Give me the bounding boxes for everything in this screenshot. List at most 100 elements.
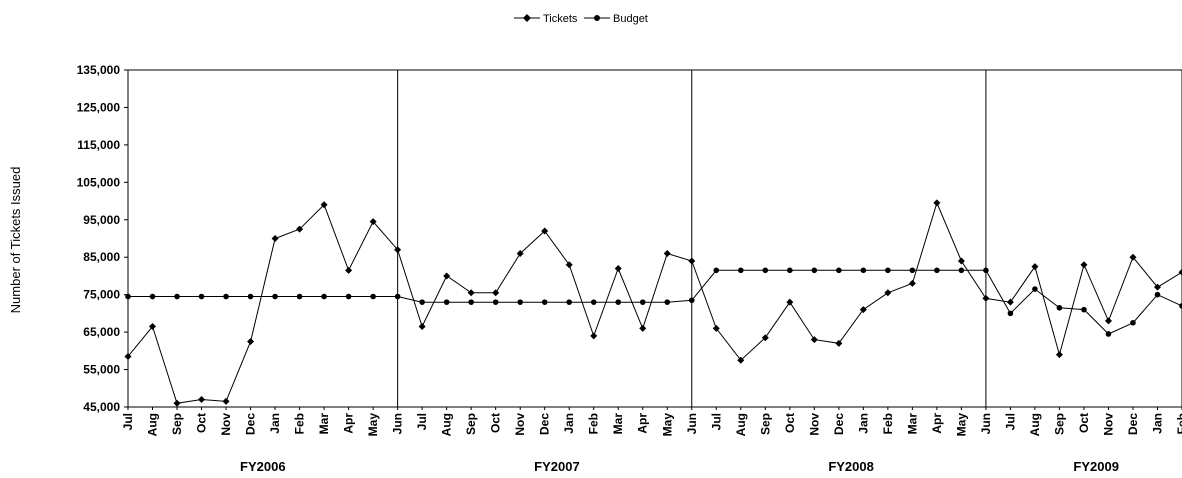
budget-point	[1154, 291, 1161, 298]
tickets-point	[124, 352, 132, 360]
tickets-point	[565, 261, 573, 269]
x-tick-label: Jun	[391, 413, 405, 434]
tickets-point	[1006, 298, 1014, 306]
budget-point	[394, 293, 401, 300]
tickets-point	[492, 289, 500, 297]
tickets-point	[516, 249, 524, 257]
x-tick-label: Oct	[1077, 413, 1091, 433]
tickets-point	[1178, 268, 1182, 276]
tickets-point	[761, 334, 769, 342]
budget-point	[468, 299, 474, 305]
tickets-point	[198, 396, 206, 404]
legend-budget-marker	[594, 15, 600, 21]
budget-point	[1130, 319, 1136, 326]
tickets-point	[957, 257, 965, 265]
x-tick-label: May	[366, 413, 380, 437]
x-tick-label: May	[954, 413, 968, 437]
x-tick-label: Nov	[807, 413, 821, 436]
tickets-point	[1055, 351, 1063, 359]
tickets-point	[149, 322, 157, 330]
plot-area: 45,000 55,000 65,000 75,000 85,000 95,000 105,…	[77, 63, 1182, 474]
budget-point	[639, 299, 646, 305]
legend-tickets-label: Tickets	[543, 13, 578, 25]
y-tick-label: 75,000	[83, 288, 120, 302]
x-tick-label: Mar	[317, 413, 331, 435]
x-tick-label: Jun	[979, 413, 993, 434]
budget-point	[713, 267, 720, 274]
legend: Tickets Budget	[514, 13, 648, 25]
budget-point	[762, 267, 769, 274]
x-tick-label: Jul	[709, 413, 723, 430]
budget-point	[836, 267, 842, 274]
budget-point	[909, 267, 916, 274]
x-tick-label: Oct	[783, 413, 797, 433]
budget-point	[517, 299, 523, 305]
tickets-point	[443, 272, 451, 280]
tickets-point	[467, 289, 475, 297]
tickets-point	[173, 399, 181, 407]
budget-point	[174, 293, 180, 300]
y-tick-label: 45,000	[83, 400, 120, 414]
budget-point	[590, 299, 597, 305]
x-tick-label: Apr	[636, 413, 650, 434]
tickets-point	[639, 324, 647, 332]
tickets-point	[884, 289, 892, 297]
budget-point	[1179, 303, 1182, 309]
y-tick-label: 95,000	[83, 213, 120, 227]
x-tick-label: Mar	[905, 413, 919, 435]
x-tick-label: Nov	[513, 413, 527, 436]
budget-point	[149, 293, 156, 300]
tickets-point	[1104, 317, 1112, 325]
tickets-series-line	[127, 201, 1182, 404]
tickets-point	[271, 235, 279, 242]
x-tick-label: Oct	[195, 413, 209, 433]
x-tick-label: Apr	[342, 413, 356, 434]
budget-point	[541, 299, 548, 305]
x-tick-label: Aug	[146, 413, 160, 436]
budget-point	[1056, 304, 1063, 311]
tickets-point	[810, 336, 818, 344]
tickets-point	[418, 322, 426, 330]
y-tick-label: 105,000	[77, 175, 121, 189]
x-tick-label: Jan	[856, 413, 870, 434]
budget-point	[983, 267, 989, 274]
tickets-point	[394, 246, 402, 254]
budget-point	[958, 267, 965, 274]
budget-point	[811, 267, 818, 274]
budget-point	[1032, 286, 1038, 292]
budget-point	[934, 267, 940, 274]
y-tick-label: 65,000	[83, 325, 120, 339]
tickets-point	[345, 266, 353, 274]
x-tick-label: Nov	[1101, 413, 1115, 436]
budget-point	[296, 293, 303, 300]
x-tick-label: Jun	[685, 413, 699, 434]
tickets-point	[296, 225, 304, 233]
tickets-point	[933, 199, 941, 207]
tickets-point	[712, 324, 720, 332]
y-tick-label: 85,000	[83, 250, 120, 264]
budget-point	[125, 293, 131, 300]
x-tick-label: Jan	[1150, 413, 1164, 434]
budget-point	[1105, 331, 1112, 337]
tickets-point	[614, 264, 622, 272]
x-tick-label: Sep	[1052, 413, 1066, 435]
x-tick-label: Dec	[538, 413, 552, 435]
budget-point	[1007, 310, 1014, 317]
budget-point	[370, 293, 376, 300]
x-tick-label: Jan	[562, 413, 576, 434]
x-tick-label: Apr	[930, 413, 944, 434]
x-tick-label: Jul	[1003, 413, 1017, 430]
x-tick-label: Jan	[268, 413, 282, 434]
fiscal-year-label: FY2009	[1073, 459, 1119, 474]
fiscal-year-label: FY2006	[240, 459, 286, 474]
tickets-point	[1129, 253, 1137, 261]
legend-tickets-marker	[523, 14, 531, 22]
x-tick-label: Dec	[1126, 413, 1140, 435]
tickets-point	[369, 218, 377, 226]
x-tick-label: Feb	[587, 413, 601, 434]
budget-point	[615, 299, 622, 305]
tickets-point	[1080, 261, 1088, 269]
tickets-point	[859, 306, 867, 314]
tickets-point	[737, 356, 745, 364]
x-tick-label: Sep	[464, 413, 478, 435]
